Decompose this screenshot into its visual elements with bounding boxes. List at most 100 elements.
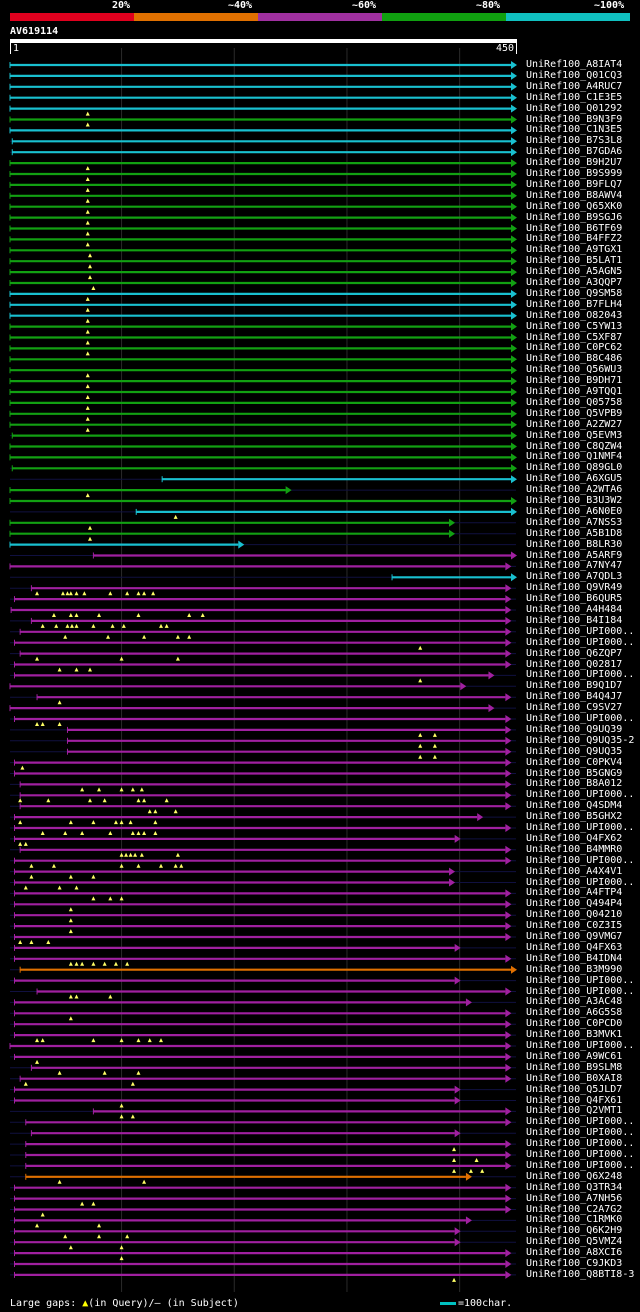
hit-name[interactable]: UniRef100_A6N0E0 [526,505,623,517]
alignment-row[interactable] [10,464,517,473]
alignment-row[interactable] [10,1063,516,1075]
alignment-row[interactable] [10,649,516,661]
hit-name[interactable]: UniRef100_A4RUC7 [526,80,623,92]
alignment-row[interactable] [9,497,517,505]
alignment-row[interactable] [9,213,517,225]
hit-name[interactable]: UniRef100_B3U3W2 [526,495,623,506]
alignment-row[interactable] [10,595,516,604]
hit-name[interactable]: UniRef100_Q8BTI8-3 [526,1268,635,1280]
hit-name[interactable]: UniRef100_UPI000.. [526,1127,635,1139]
hit-name[interactable]: UniRef100_B9H2U7 [526,157,623,169]
hit-name[interactable]: UniRef100_UPI000.. [526,822,635,833]
alignment-row[interactable] [10,922,516,934]
hit-name[interactable]: UniRef100_A5AGN5 [526,266,623,278]
hit-name[interactable]: UniRef100_B3M990 [526,963,623,975]
hit-name[interactable]: UniRef100_C1N3E5 [526,124,623,136]
alignment-row[interactable] [10,606,516,617]
alignment-row[interactable] [9,300,517,312]
hit-name[interactable]: UniRef100_Q9UQ35 [526,745,623,757]
alignment-row[interactable] [10,1020,516,1029]
alignment-row[interactable] [10,889,516,901]
alignment-row[interactable] [10,616,516,628]
hit-name[interactable]: UniRef100_A7QDL3 [526,571,623,583]
hit-name[interactable]: UniRef100_UPI000.. [526,789,635,801]
hit-name[interactable]: UniRef100_B8LR30 [526,538,623,550]
hit-name[interactable]: UniRef100_B5GHX2 [526,811,623,823]
hit-name[interactable]: UniRef100_Q9VR49 [526,582,623,594]
hit-name[interactable]: UniRef100_Q5EVM3 [526,429,623,441]
hit-name[interactable]: UniRef100_Q01CQ3 [526,69,623,81]
alignment-row[interactable] [9,518,516,530]
alignment-row[interactable] [10,1074,516,1086]
hit-name[interactable]: UniRef100_A4X4V1 [526,865,623,877]
hit-name[interactable]: UniRef100_B8C486 [526,353,623,365]
hit-name[interactable]: UniRef100_Q6K2H9 [526,1225,623,1237]
alignment-row[interactable] [10,1031,516,1043]
hit-name[interactable]: UniRef100_A7NSS3 [526,516,623,528]
hit-name[interactable]: UniRef100_Q04210 [526,909,623,921]
alignment-row[interactable] [9,562,516,571]
alignment-row[interactable] [10,1052,516,1064]
hit-name[interactable]: UniRef100_UPI000.. [526,1040,635,1051]
hit-name[interactable]: UniRef100_C8QZW4 [526,440,623,452]
hit-name[interactable]: UniRef100_Q56WU3 [526,364,623,376]
alignment-row[interactable] [9,409,517,421]
alignment-row[interactable] [9,442,517,451]
alignment-row[interactable] [10,976,516,985]
hit-name[interactable]: UniRef100_UPI000.. [526,876,635,888]
hit-name[interactable]: UniRef100_UPI000.. [526,1116,635,1128]
alignment-row[interactable] [10,900,516,912]
hit-name[interactable]: UniRef100_A7NY47 [526,560,623,572]
hit-name[interactable]: UniRef100_B8A012 [526,778,623,790]
hit-name[interactable]: UniRef100_B4FFZ2 [526,233,623,245]
alignment-row[interactable] [10,507,517,519]
hit-name[interactable]: UniRef100_Q5VMZ4 [526,1236,623,1248]
alignment-row[interactable] [10,1270,516,1282]
alignment-row[interactable] [9,170,517,181]
hit-name[interactable]: UniRef100_C1RMK0 [526,1214,623,1226]
alignment-row[interactable] [10,834,516,846]
alignment-row[interactable] [10,780,516,792]
hit-name[interactable]: UniRef100_Q65XK0 [526,200,623,212]
alignment-row[interactable] [10,1009,516,1021]
hit-name[interactable]: UniRef100_UPI000.. [526,669,635,681]
hit-name[interactable]: UniRef100_C5XF87 [526,331,623,343]
alignment-row[interactable] [10,1227,516,1239]
hit-name[interactable]: UniRef100_UPI000.. [526,854,635,866]
hit-name[interactable]: UniRef100_B8AWV4 [526,189,623,201]
hit-name[interactable]: UniRef100_Q6X248 [526,1170,623,1182]
alignment-row[interactable] [10,475,517,484]
hit-name[interactable]: UniRef100_UPI000.. [526,713,635,724]
hit-name[interactable]: UniRef100_A5B1D8 [526,527,623,539]
hit-name[interactable]: UniRef100_B7S3L8 [526,135,623,147]
hit-name[interactable]: UniRef100_UPI000.. [526,974,635,986]
hit-name[interactable]: UniRef100_Q02817 [526,658,623,670]
alignment-row[interactable] [10,551,517,560]
hit-name[interactable]: UniRef100_C2A7G2 [526,1203,623,1215]
alignment-row[interactable] [10,1107,516,1119]
hit-name[interactable]: UniRef100_UPI000.. [526,985,635,997]
alignment-row[interactable] [10,802,516,814]
hit-name[interactable]: UniRef100_B6TF69 [526,222,623,234]
hit-name[interactable]: UniRef100_B5GNG9 [526,767,623,779]
alignment-row[interactable] [10,987,516,999]
alignment-row[interactable] [10,769,516,778]
hit-name[interactable]: UniRef100_Q4FX62 [526,832,623,844]
hit-name[interactable]: UniRef100_A3AC48 [526,996,623,1008]
alignment-row[interactable] [9,191,517,203]
alignment-row[interactable] [10,845,516,857]
hit-name[interactable]: UniRef100_B5LAT1 [526,255,623,267]
hit-name[interactable]: UniRef100_A5ARF9 [526,549,623,561]
hit-name[interactable]: UniRef100_Q1NMF4 [526,451,623,463]
alignment-row[interactable] [10,137,517,146]
alignment-row[interactable] [10,736,516,748]
alignment-row[interactable] [9,366,517,378]
hit-name[interactable]: UniRef100_B9S999 [526,168,623,179]
alignment-row[interactable] [9,93,517,102]
hit-name[interactable]: UniRef100_Q2VMT1 [526,1105,623,1117]
hit-name[interactable]: UniRef100_Q494P4 [526,898,623,910]
alignment-row[interactable] [9,71,517,80]
alignment-row[interactable] [9,115,517,127]
hit-name[interactable]: UniRef100_C9JKD3 [526,1258,623,1269]
alignment-row[interactable] [9,104,517,116]
